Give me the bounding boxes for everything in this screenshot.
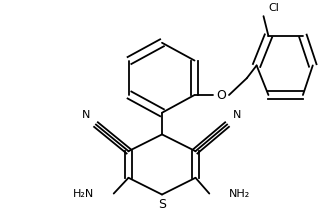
Text: NH₂: NH₂ — [229, 189, 250, 199]
Text: S: S — [158, 198, 166, 211]
Text: N: N — [233, 110, 241, 120]
Text: Cl: Cl — [268, 3, 279, 13]
Text: O: O — [216, 89, 226, 101]
Text: H₂N: H₂N — [73, 189, 94, 199]
Text: N: N — [82, 110, 90, 120]
